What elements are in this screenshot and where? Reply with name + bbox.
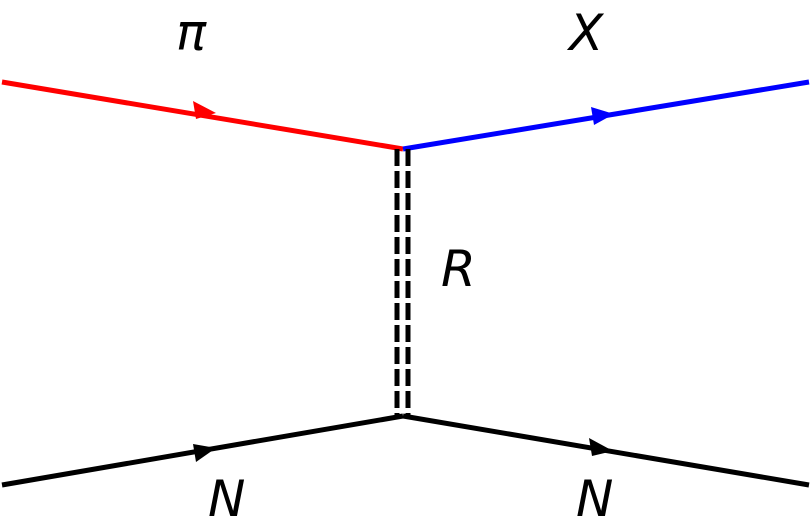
- label-n-in: N: [208, 470, 245, 523]
- label-r: R: [441, 240, 476, 298]
- pion-arrow-icon: [193, 101, 216, 119]
- label-pi: π: [176, 4, 207, 62]
- x-arrow-icon: [591, 107, 614, 125]
- label-n-out: N: [576, 470, 613, 523]
- label-x: X: [566, 4, 605, 62]
- nucleon-out-arrow-icon: [589, 438, 613, 456]
- nucleon-in-arrow-icon: [193, 444, 216, 462]
